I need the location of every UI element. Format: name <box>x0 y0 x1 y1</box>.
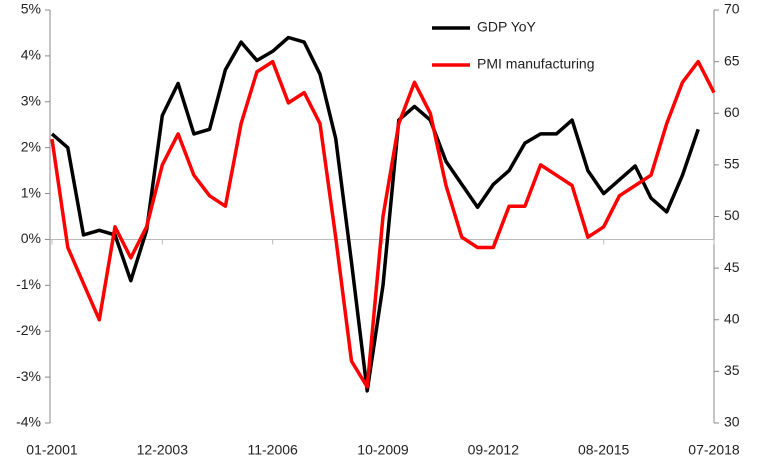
y2-tick-label: 65 <box>724 52 740 68</box>
y-tick-label: -2% <box>16 322 41 338</box>
y2-tick-label: 70 <box>724 1 740 17</box>
y-tick-label: 4% <box>21 47 41 63</box>
y-tick-label: -4% <box>16 414 41 430</box>
y2-tick-label: 55 <box>724 156 740 172</box>
series-line <box>50 35 700 393</box>
x-tick-label: 12-2003 <box>137 442 189 458</box>
x-tick-label: 01-2001 <box>26 442 78 458</box>
y-tick-label: 1% <box>21 184 41 200</box>
legend-label: PMI manufacturing <box>477 56 595 72</box>
x-tick-label: 08-2015 <box>578 442 630 458</box>
y2-tick-label: 60 <box>724 104 740 120</box>
y-tick-label: 0% <box>21 230 41 246</box>
y2-tick-label: 50 <box>724 207 740 223</box>
x-tick-label: 10-2009 <box>357 442 409 458</box>
y2-tick-label: 30 <box>724 414 740 430</box>
x-tick-label: 11-2006 <box>247 442 298 458</box>
y2-tick-label: 35 <box>724 362 740 378</box>
y2-tick-label: 45 <box>724 259 740 275</box>
y-tick-label: -3% <box>16 368 41 384</box>
y-tick-label: 5% <box>21 1 41 17</box>
y-tick-label: -1% <box>16 276 41 292</box>
y-tick-label: 3% <box>21 92 41 108</box>
series-line <box>50 59 716 389</box>
legend-label: GDP YoY <box>477 19 537 35</box>
y2-tick-label: 40 <box>724 310 740 326</box>
y-tick-label: 2% <box>21 138 41 154</box>
x-tick-label: 07-2018 <box>688 442 740 458</box>
x-tick-label: 09-2012 <box>468 442 520 458</box>
